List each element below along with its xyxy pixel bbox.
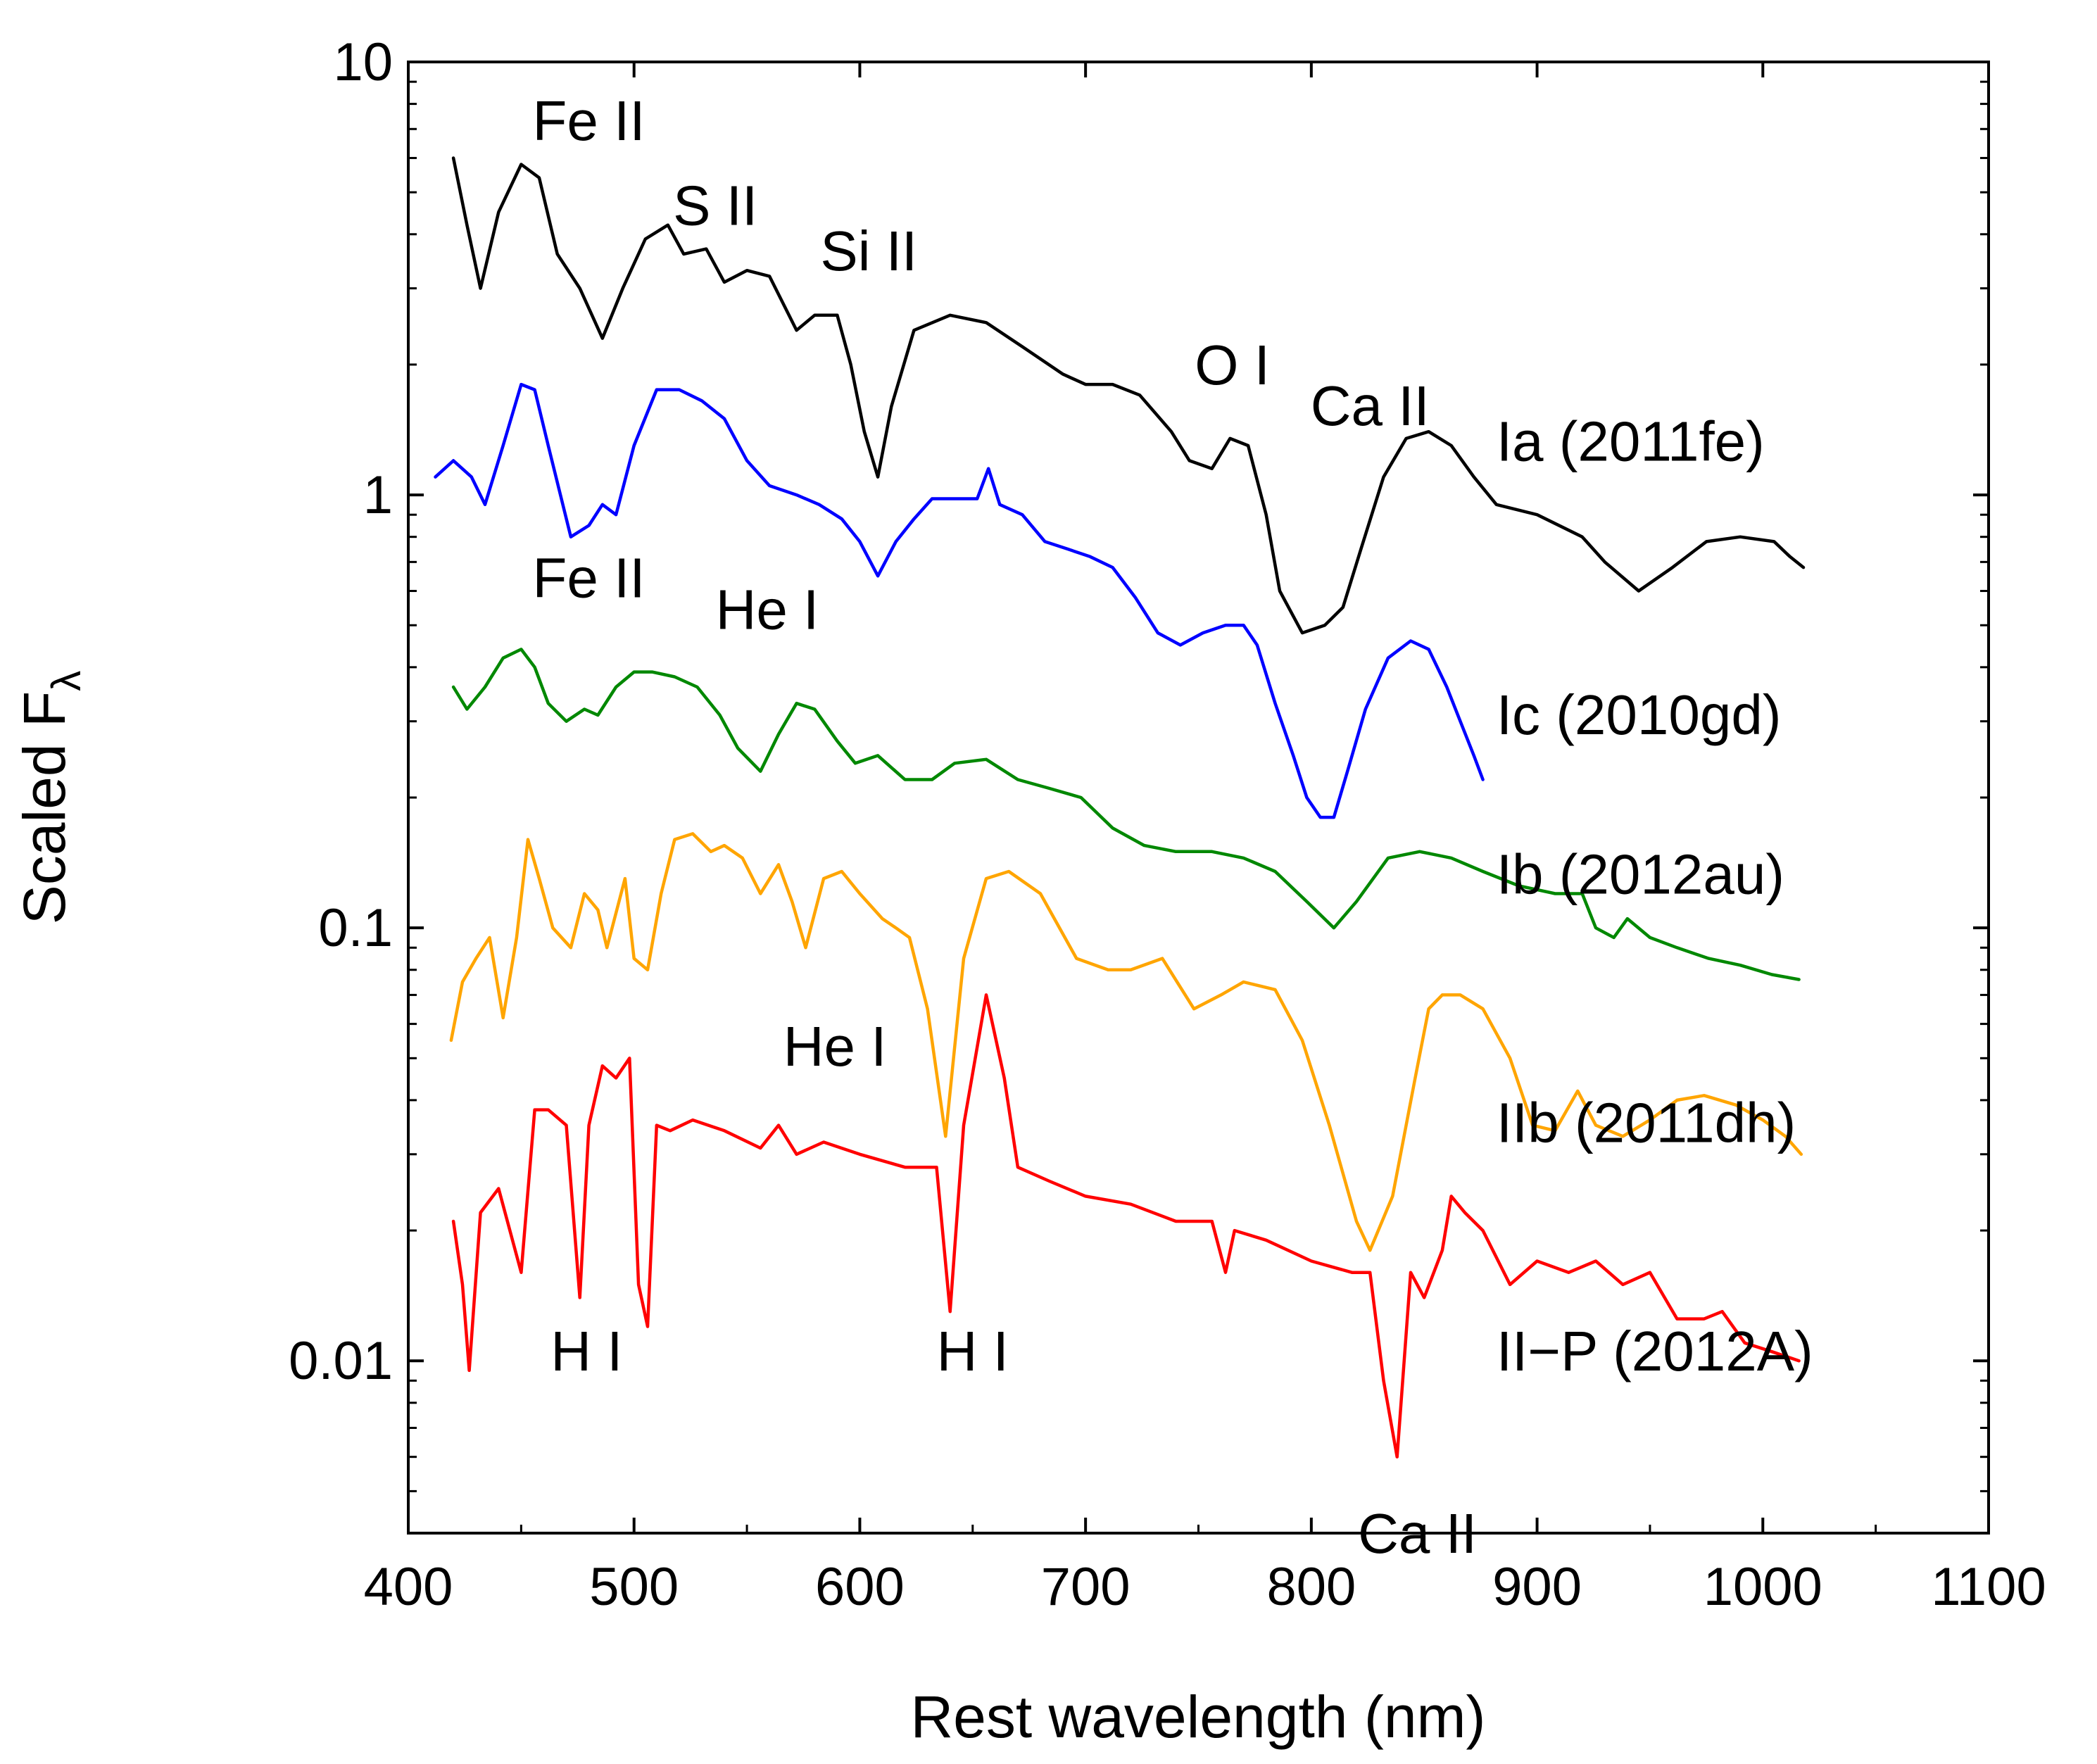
x-tick-label: 500 <box>589 1557 679 1617</box>
series-label-ia-2011fe: Ia (2011fe) <box>1497 410 1765 472</box>
plot-area <box>407 61 1990 1535</box>
annotation-ca-ii: Ca II <box>1358 1502 1477 1565</box>
series-label-ii-p-2012a: II−P (2012A) <box>1497 1320 1813 1382</box>
y-tick-label: 0.01 <box>289 1331 393 1391</box>
y-axis-title-main: Scaled F <box>11 691 77 925</box>
x-tick-label: 400 <box>364 1557 453 1617</box>
series-line-ia-2011fe <box>451 156 1806 635</box>
annotation-h-i: H I <box>937 1320 1009 1382</box>
series-line-ic-2010gd <box>434 382 1485 819</box>
series-label-ic-2010gd: Ic (2010gd) <box>1497 683 1782 746</box>
x-tick-label: 900 <box>1492 1557 1582 1617</box>
series-line-ib-2012au <box>451 648 1801 981</box>
x-tick-label: 800 <box>1266 1557 1356 1617</box>
y-axis: 0.01 0.1 1 10 <box>289 32 1989 1492</box>
annotation-ca-ii: Ca II <box>1311 374 1430 437</box>
series-group <box>434 156 1806 1459</box>
series-label-ib-2012au: Ib (2012au) <box>1497 843 1784 905</box>
annotation-h-i: H I <box>550 1320 622 1382</box>
x-tick-label: 700 <box>1041 1557 1131 1617</box>
annotation-group: Fe II S II Si II O I Ca II Fe II He I He I H I H … <box>533 89 1478 1565</box>
x-tick-label: 1100 <box>1931 1557 2046 1617</box>
x-tick-label: 600 <box>815 1557 905 1617</box>
annotation-fe-ii: Fe II <box>533 89 646 152</box>
series-line-iib-2011dh <box>449 832 1803 1252</box>
y-axis-title-subscript: λ <box>44 671 89 691</box>
annotation-fe-ii: Fe II <box>533 547 646 610</box>
y-axis-title: Scaled Fλ <box>11 671 89 925</box>
y-tick-label: 1 <box>363 465 393 525</box>
y-tick-label: 10 <box>333 32 393 92</box>
series-line-ii-p-2012a <box>451 993 1801 1459</box>
x-axis: 400 500 600 700 800 900 1000 1100 <box>364 62 2046 1617</box>
annotation-s-ii: S II <box>673 175 757 237</box>
annotation-he-i: He I <box>716 579 819 641</box>
series-label-iib-2011dh: IIb (2011dh) <box>1497 1092 1796 1154</box>
y-tick-label: 0.1 <box>318 898 393 958</box>
series-label-group: Ia (2011fe) Ic (2010gd) Ib (2012au) IIb (20… <box>1497 410 1813 1382</box>
x-axis-title: Rest wavelength (nm) <box>911 1684 1486 1750</box>
annotation-he-i: He I <box>783 1015 887 1078</box>
annotation-si-ii: Si II <box>820 220 917 282</box>
x-tick-label: 1000 <box>1704 1557 1822 1617</box>
annotation-o-i: O I <box>1195 334 1270 396</box>
